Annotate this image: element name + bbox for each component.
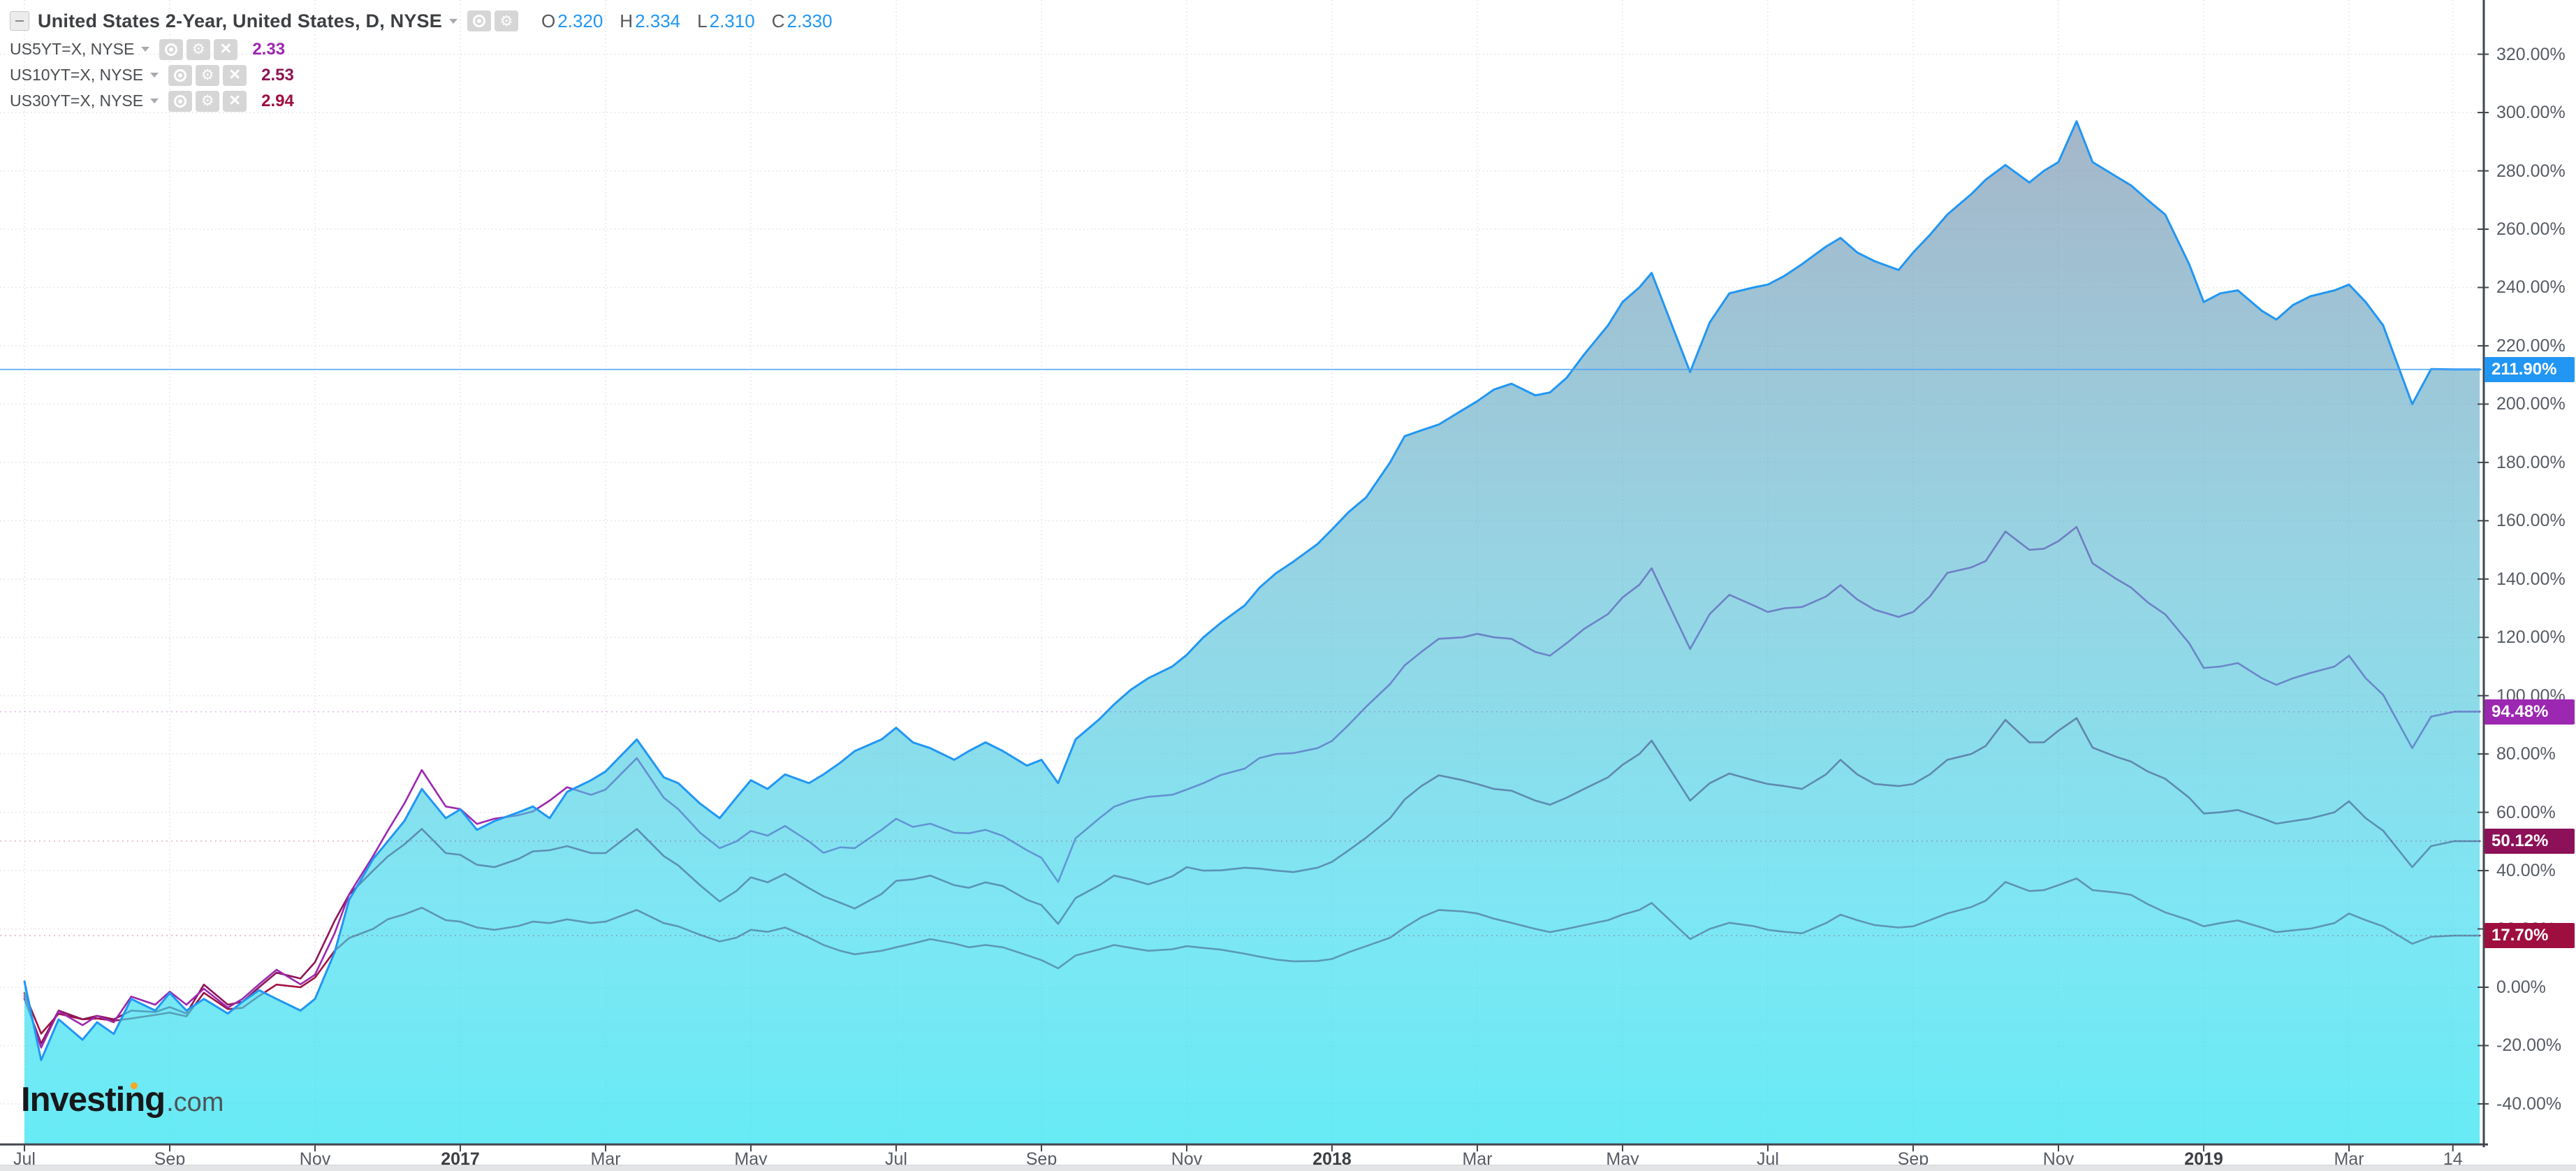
- legend: United States 2-Year, United States, D, …: [10, 6, 849, 114]
- gear-button[interactable]: ⚙: [494, 10, 518, 31]
- y-axis-label: 180.00%: [2496, 452, 2566, 472]
- series-plot: [0, 120, 2482, 1144]
- axes: [0, 0, 2489, 1151]
- chevron-down-icon[interactable]: [141, 47, 150, 52]
- eye-button[interactable]: [168, 90, 193, 112]
- y-axis-label: 40.00%: [2496, 861, 2556, 881]
- gear-icon: ⚙: [200, 92, 214, 109]
- compare-last-value: 2.53: [261, 65, 294, 85]
- ohlc-o: O 2.320: [541, 10, 603, 31]
- y-axis-label: 80.00%: [2496, 744, 2556, 764]
- y-axis-label: 0.00%: [2496, 977, 2546, 997]
- y-axis-label: 300.00%: [2496, 103, 2566, 123]
- y-axis-label: -20.00%: [2496, 1035, 2562, 1056]
- compare-row-us5yt: US5YT=X, NYSE ⚙ × 2.33: [10, 36, 849, 62]
- ohlc-c: C 2.330: [771, 10, 833, 31]
- y-axis-label: 320.00%: [2496, 44, 2566, 64]
- logo-orange-dot: [131, 1082, 138, 1089]
- close-button[interactable]: ×: [223, 89, 247, 112]
- eye-button[interactable]: [467, 10, 491, 31]
- close-icon: ×: [229, 63, 240, 85]
- compare-last-value: 2.94: [261, 91, 294, 110]
- eye-icon: [174, 68, 187, 82]
- close-button[interactable]: ×: [214, 37, 238, 60]
- series-line-united-states-2-year: [23, 120, 2481, 1061]
- compare-row-us10yt: US10YT=X, NYSE ⚙ × 2.53: [10, 62, 849, 88]
- chart-title: United States 2-Year, United States, D, …: [38, 10, 442, 31]
- eye-icon: [472, 15, 485, 27]
- eye-icon: [174, 94, 187, 108]
- ohlc-h: H 2.334: [620, 10, 681, 31]
- y-axis-label: 220.00%: [2496, 335, 2566, 356]
- price-badge: 94.48%: [2484, 699, 2575, 725]
- eye-button[interactable]: [168, 64, 193, 86]
- compare-row-us30yt: US30YT=X, NYSE ⚙ × 2.94: [10, 88, 849, 114]
- close-icon: ×: [220, 37, 232, 59]
- y-axis-label: 260.00%: [2496, 219, 2566, 239]
- chevron-down-icon[interactable]: [150, 73, 159, 78]
- compare-symbol: US10YT=X, NYSE: [10, 66, 144, 84]
- area-fill-united-states-2-year: [24, 121, 2480, 1144]
- y-axis-label: 60.00%: [2496, 802, 2556, 822]
- bottom-scroll-strip[interactable]: [0, 1165, 2576, 1171]
- gear-icon: ⚙: [200, 66, 214, 83]
- y-axis-label: 140.00%: [2496, 569, 2566, 589]
- price-badge: 50.12%: [2484, 828, 2575, 854]
- y-axis-label: -40.00%: [2496, 1093, 2562, 1114]
- y-axis-label: 280.00%: [2496, 161, 2566, 181]
- compare-last-value: 2.33: [252, 39, 286, 59]
- y-axis-label: 120.00%: [2496, 627, 2566, 648]
- gear-icon: ⚙: [191, 41, 205, 57]
- compare-symbol: US30YT=X, NYSE: [10, 92, 144, 110]
- price-badge: 211.90%: [2484, 356, 2575, 382]
- collapse-icon[interactable]: [10, 11, 29, 31]
- close-icon: ×: [229, 89, 240, 110]
- gear-icon: ⚙: [499, 12, 513, 29]
- gear-button[interactable]: ⚙: [196, 64, 220, 86]
- y-axis-label: 200.00%: [2496, 394, 2566, 414]
- chevron-down-icon[interactable]: [150, 99, 159, 103]
- ohlc-l: L 2.310: [697, 10, 755, 31]
- price-badge: 17.70%: [2484, 923, 2575, 949]
- y-axis-label: 160.00%: [2496, 511, 2566, 531]
- y-axis-label: 240.00%: [2496, 277, 2566, 298]
- chevron-down-icon[interactable]: [448, 18, 458, 24]
- close-button[interactable]: ×: [223, 63, 247, 86]
- eye-icon: [165, 43, 178, 56]
- logo-brand: Investing: [21, 1081, 166, 1119]
- ohlc-values: O 2.320 H 2.334 L 2.310 C 2.330: [541, 10, 849, 32]
- main-series-row: United States 2-Year, United States, D, …: [10, 6, 849, 36]
- gear-button[interactable]: ⚙: [186, 38, 211, 60]
- gear-button[interactable]: ⚙: [196, 90, 220, 112]
- investing-logo: Investing .com: [21, 1080, 224, 1119]
- compare-symbol: US5YT=X, NYSE: [10, 40, 135, 58]
- logo-suffix: .com: [166, 1088, 224, 1117]
- eye-button[interactable]: [159, 38, 184, 60]
